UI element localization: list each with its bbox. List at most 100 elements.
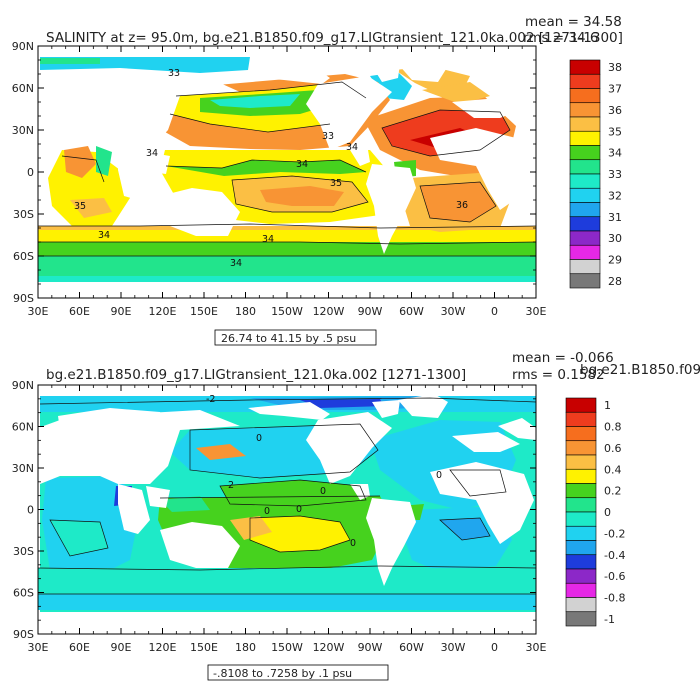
p1-cbar-label-9: 29 [608,254,622,267]
p1-cbar-label-2: 36 [608,104,622,117]
panel1-mean: mean = 34.58 [525,14,622,30]
p2-xlabel-10: 30W [441,641,466,654]
panel2-note: -.8108 to .7258 by .1 psu [213,667,352,680]
p2-kuroshio [196,444,246,460]
p2-xlabel-12: 30E [526,641,547,654]
bay-of-bengal [96,146,112,176]
subpolar-atlantic [422,82,490,104]
p2-clabel-7: 0 [296,504,302,515]
p2-cbar-swatch-13 [565,582,597,598]
p2-cbar-swatch-4 [565,454,597,470]
p2-cbar-swatch-5 [565,468,597,484]
p2-cbar-swatch-0 [565,397,597,413]
p2-xlabel-3: 120E [149,641,177,654]
p1-cbar-swatch-8 [569,173,601,189]
panel1-axes: 30E 60E 90E 120E 150E 180 150W 120W 90W 60W 30W 0 30… [12,40,547,318]
p1-cbar-swatch-4 [569,116,601,132]
p2-xlabel-1: 60E [69,641,90,654]
p2-xlabel-2: 90E [111,641,132,654]
p1-cbar-label-8: 30 [608,232,622,245]
panel2-axes: 30E 60E 90E 120E 150E 180 150W 120W 90W 60W 30W 0 30… [12,379,547,654]
p2-clabel-2: 0 [256,433,262,444]
p2-xlabel-11: 0 [491,641,498,654]
p1-cbar-swatch-7 [569,159,601,175]
p1-xlabel-7: 120W [313,305,345,318]
p1-cbar-swatch-2 [569,88,601,104]
satlantic-high [420,182,496,222]
p1-ylabel-6: 90S [13,292,34,305]
p2-satlantic [402,506,512,572]
p2-cbar-swatch-9 [565,525,597,541]
p2-cbar-label-10: -1 [604,613,615,626]
equatorial-band [166,160,366,176]
p2-cbar-swatch-6 [565,483,597,499]
p2-xlabel-4: 150E [190,641,218,654]
p2-cbar-swatch-14 [565,597,597,613]
spacific-core [260,186,344,206]
panel2-contour-labels: -2 0 0 2 0 0 0 0 [206,394,442,549]
p1-xlabel-8: 90W [358,305,383,318]
panel1-map: 33 34 34 33 34 35 35 34 34 36 34 [38,46,536,298]
sao-yellow [38,230,536,242]
p2-clabel-1: -2 [206,394,215,405]
p2-ylabel-6: 90S [13,628,34,641]
difference-panel: bg.e21.B1850.f09_g17.LIGtransient_121.0k… [12,350,700,681]
p2-clabel-4: 2 [228,480,234,491]
p2-clabel-3: 0 [320,486,326,497]
panel1-contour-labels: 33 34 34 33 34 35 35 34 34 36 34 [74,68,468,269]
p2-sao-cyan [38,594,536,610]
p2-cbar-swatch-10 [565,540,597,556]
p1-xlabel-6: 150W [271,305,303,318]
p1-ylabel-2: 30N [12,124,34,137]
p1-ylabel-1: 60N [12,82,34,95]
p1-cbar-label-10: 28 [608,275,622,288]
p1-clabel-7: 35 [74,201,86,212]
arctic-green [40,58,100,64]
panel2-note-box [207,664,389,681]
panel1-note-box [214,329,377,346]
panel2-title: bg.e21.B1850.f09_g17.LIGtransient_121.0k… [46,367,466,383]
panel2-map: -2 0 0 2 0 0 0 0 [38,385,536,634]
p1-cbar-label-5: 33 [608,168,622,181]
p2-cbar-label-9: -0.8 [604,592,625,605]
p1-clabel-1: 33 [168,68,180,79]
p2-ylabel-0: 90N [12,379,34,392]
p1-cbar-swatch-15 [569,273,601,289]
p1-cbar-label-4: 34 [608,147,622,160]
p2-cbar-swatch-3 [565,440,597,456]
p2-cbar-label-3: 0.4 [604,463,622,476]
p1-cbar-swatch-10 [569,202,601,218]
sindian-high [70,198,112,218]
p2-cbar-swatch-12 [565,568,597,584]
p1-xlabel-0: 30E [28,305,49,318]
p1-clabel-11: 34 [230,258,242,269]
p2-satlantic-low [440,518,490,540]
p1-cbar-swatch-13 [569,244,601,260]
p2-cbar-label-5: 0 [604,506,611,519]
p2-clabel-6: 0 [350,538,356,549]
p1-ylabel-0: 90N [12,40,34,53]
arabian-sea [64,146,96,178]
p1-cbar-swatch-9 [569,187,601,203]
panel1-rms: rms = 34.6 [523,30,598,46]
p1-ylabel-4: 30S [13,208,34,221]
p2-cbar-label-1: 0.8 [604,421,622,434]
panel2-colorbar: 1 0.8 0.6 0.4 0.2 0 -0.2 -0.4 -0.6 -0.8 -1 [565,397,625,627]
p1-ylabel-3: 0 [27,166,34,179]
p1-xlabel-1: 60E [69,305,90,318]
continents-top [38,58,536,298]
p2-arctic-verylow [300,399,384,408]
p2-cbar-swatch-8 [565,511,597,527]
p2-ylabel-1: 60N [12,421,34,434]
p1-cbar-label-7: 31 [608,211,622,224]
p1-cbar-swatch-12 [569,230,601,246]
p2-cbar-label-7: -0.4 [604,549,625,562]
panel2-mean: mean = -0.066 [512,350,614,366]
p1-cbar-swatch-3 [569,102,601,118]
p1-cbar-label-6: 32 [608,189,622,202]
p1-clabel-4: 33 [322,131,334,142]
p1-xlabel-4: 150E [190,305,218,318]
panel1-note: 26.74 to 41.15 by .5 psu [221,332,356,345]
p2-spacific-core [230,516,272,540]
p2-xlabel-8: 90W [358,641,383,654]
